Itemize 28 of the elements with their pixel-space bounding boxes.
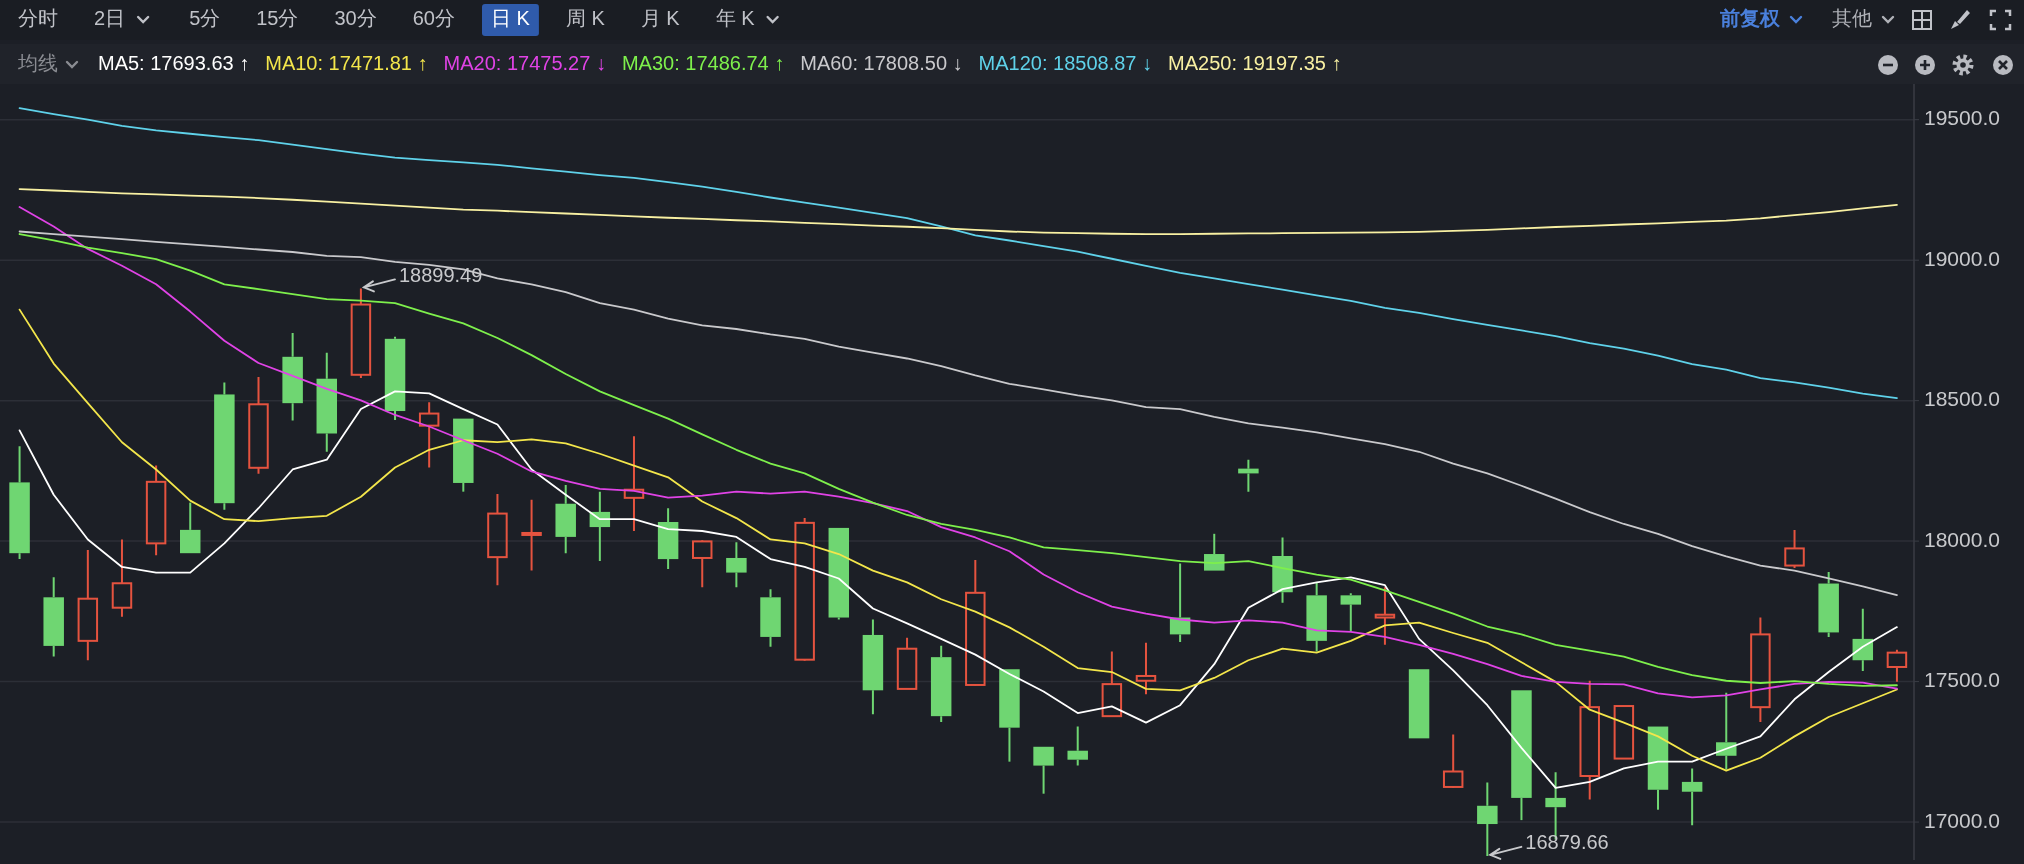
legend: MA10: 17471.81 ↑	[265, 52, 428, 75]
text: 60分	[412, 7, 455, 30]
y-tick-label: 18500.0	[1924, 387, 2000, 411]
text: 分时	[18, 7, 58, 30]
text: 前复权	[1719, 7, 1781, 30]
y-tick-label: 19000.0	[1924, 246, 2000, 270]
legend: MA250: 19197.35 ↑	[1168, 52, 1342, 75]
text: 30分	[334, 7, 377, 30]
y-tick-label: 17500.0	[1924, 668, 2000, 692]
legend: MA20: 17475.27 ↓	[443, 52, 606, 75]
y-tick-label: 18000.0	[1924, 527, 2000, 551]
legend: MA120: 18508.87 ↓	[978, 52, 1153, 75]
text: 均线	[17, 52, 58, 75]
annotation: 16879.66	[1525, 831, 1609, 854]
text: 其他	[1832, 7, 1872, 30]
text: 周 K	[565, 7, 606, 30]
legend: MA5: 17693.63 ↑	[98, 52, 250, 75]
text: 月 K	[640, 7, 681, 30]
text: 日 K	[491, 7, 531, 30]
text: 2日	[94, 7, 126, 30]
legend: MA60: 17808.50 ↓	[800, 52, 963, 75]
legend: MA30: 17486.74 ↑	[621, 52, 785, 75]
y-tick-label: 17000.0	[1924, 808, 2000, 832]
text: 5分	[189, 7, 221, 30]
y-tick-label: 19500.0	[1924, 106, 2000, 130]
text: 年 K	[715, 7, 756, 30]
annotation: 18899.49	[398, 263, 483, 286]
text: 15分	[256, 7, 299, 30]
